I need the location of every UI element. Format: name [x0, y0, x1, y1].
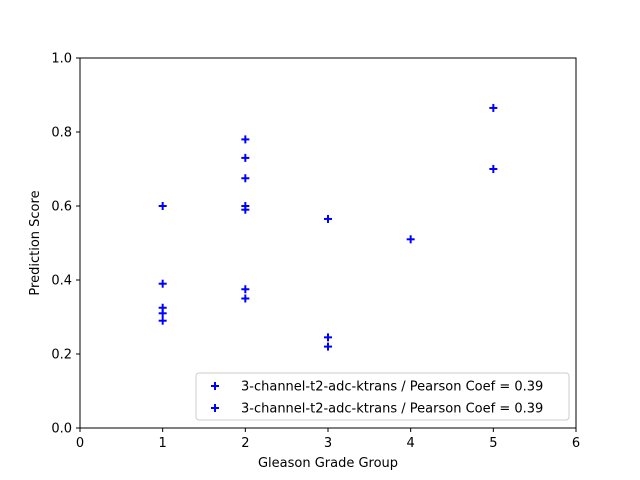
- data-point: [406, 235, 415, 244]
- x-tick-label: 0: [76, 436, 84, 451]
- y-tick-label: 0.8: [51, 126, 72, 141]
- x-tick-label: 3: [324, 436, 332, 451]
- data-point: [324, 214, 332, 223]
- plot-area: [79, 57, 577, 429]
- data-point: [241, 294, 250, 303]
- y-tick-label: 0.2: [51, 348, 72, 363]
- data-points: [158, 103, 498, 351]
- data-point: [241, 285, 250, 294]
- x-axis: 0 1 2 3 4 5 6: [76, 428, 580, 451]
- y-tick-label: 0.4: [51, 274, 72, 289]
- y-tick-label: 0.0: [51, 422, 72, 437]
- x-tick-label: 5: [489, 436, 497, 451]
- x-tick-label: 1: [159, 436, 167, 451]
- x-axis-label: Gleason Grade Group: [258, 456, 398, 471]
- data-point: [241, 135, 250, 144]
- legend-label: 3-channel-t2-adc-ktrans / Pearson Coef =…: [241, 380, 543, 395]
- legend-box: [195, 372, 570, 421]
- y-axis: 0.0 0.2 0.4 0.6 0.8 1.0: [51, 52, 80, 437]
- legend-marker: [211, 382, 219, 390]
- y-tick-label: 0.6: [51, 200, 72, 215]
- data-point: [324, 333, 332, 342]
- y-tick-label: 1.0: [51, 52, 72, 67]
- data-point: [158, 316, 167, 325]
- data-point: [489, 165, 498, 173]
- y-axis-label: Prediction Score: [28, 190, 43, 295]
- data-point: [158, 309, 167, 318]
- legend: 3-channel-t2-adc-ktrans / Pearson Coef =…: [195, 372, 570, 421]
- data-point: [241, 153, 250, 162]
- data-point: [241, 205, 250, 214]
- legend-label: 3-channel-t2-adc-ktrans / Pearson Coef =…: [241, 402, 543, 417]
- x-tick-label: 6: [572, 436, 580, 451]
- data-point: [158, 202, 167, 210]
- data-point: [324, 342, 332, 351]
- x-tick-label: 2: [241, 436, 249, 451]
- x-tick-label: 4: [407, 436, 415, 451]
- data-point: [241, 174, 250, 183]
- legend-marker: [211, 404, 219, 412]
- data-point: [489, 103, 498, 112]
- data-point: [158, 279, 167, 288]
